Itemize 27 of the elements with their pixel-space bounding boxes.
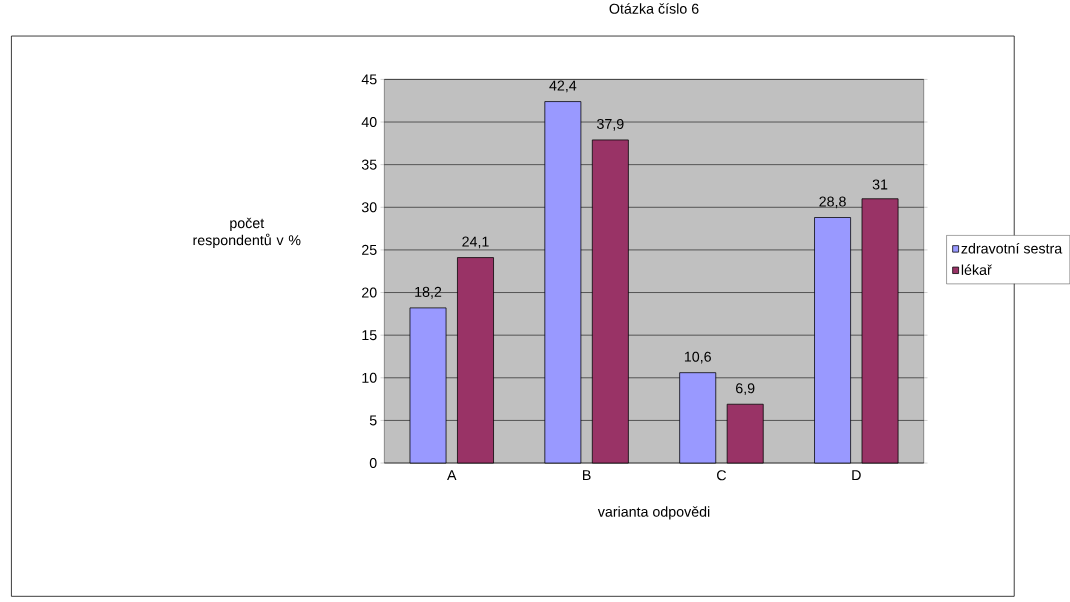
data-label: 42,4 [549, 80, 577, 93]
y-tick-label: 35 [361, 159, 377, 170]
y-tick-label: 5 [369, 415, 377, 426]
y-tick-label: 20 [362, 287, 377, 298]
x-tick-label: A [447, 470, 457, 480]
y-tick-label: 30 [361, 202, 377, 213]
data-label: 37,9 [597, 118, 624, 131]
chart-title: Otázka číslo 6 [609, 3, 699, 14]
legend-label: lékař [961, 264, 992, 275]
data-label: 6,9 [736, 383, 755, 395]
data-label: 28,8 [819, 196, 846, 209]
x-tick-label: B [583, 470, 591, 480]
y-tick-label: 15 [362, 330, 377, 341]
data-label: 18,2 [415, 286, 442, 299]
y-tick-label: 40 [361, 116, 377, 128]
x-axis-title: varianta odpovědi [597, 506, 710, 520]
y-tick-label: 25 [362, 244, 377, 255]
x-tick-label: D [852, 470, 861, 480]
legend-label: zdravotní sestra [961, 242, 1063, 254]
data-label: 24,1 [462, 236, 489, 249]
data-label: 31 [872, 179, 888, 190]
y-tick-label: 0 [369, 458, 377, 469]
y-axis-title: počet respondentů v % [193, 217, 301, 249]
data-label: 10,6 [684, 351, 711, 364]
y-tick-label: 10 [362, 372, 377, 383]
y-tick-label: 45 [361, 74, 377, 85]
x-tick-label: C [717, 470, 727, 481]
